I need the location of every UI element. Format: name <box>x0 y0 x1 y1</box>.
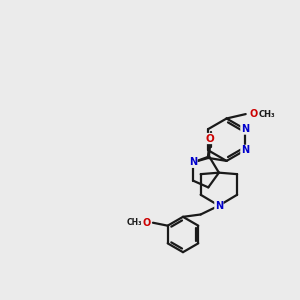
Text: N: N <box>189 158 197 167</box>
Text: O: O <box>250 109 258 119</box>
Text: CH₃: CH₃ <box>259 110 275 118</box>
Text: N: N <box>241 124 249 134</box>
Text: N: N <box>215 201 223 211</box>
Text: CH₃: CH₃ <box>127 218 142 227</box>
Text: O: O <box>142 218 151 228</box>
Text: N: N <box>241 145 249 155</box>
Text: O: O <box>206 134 214 143</box>
